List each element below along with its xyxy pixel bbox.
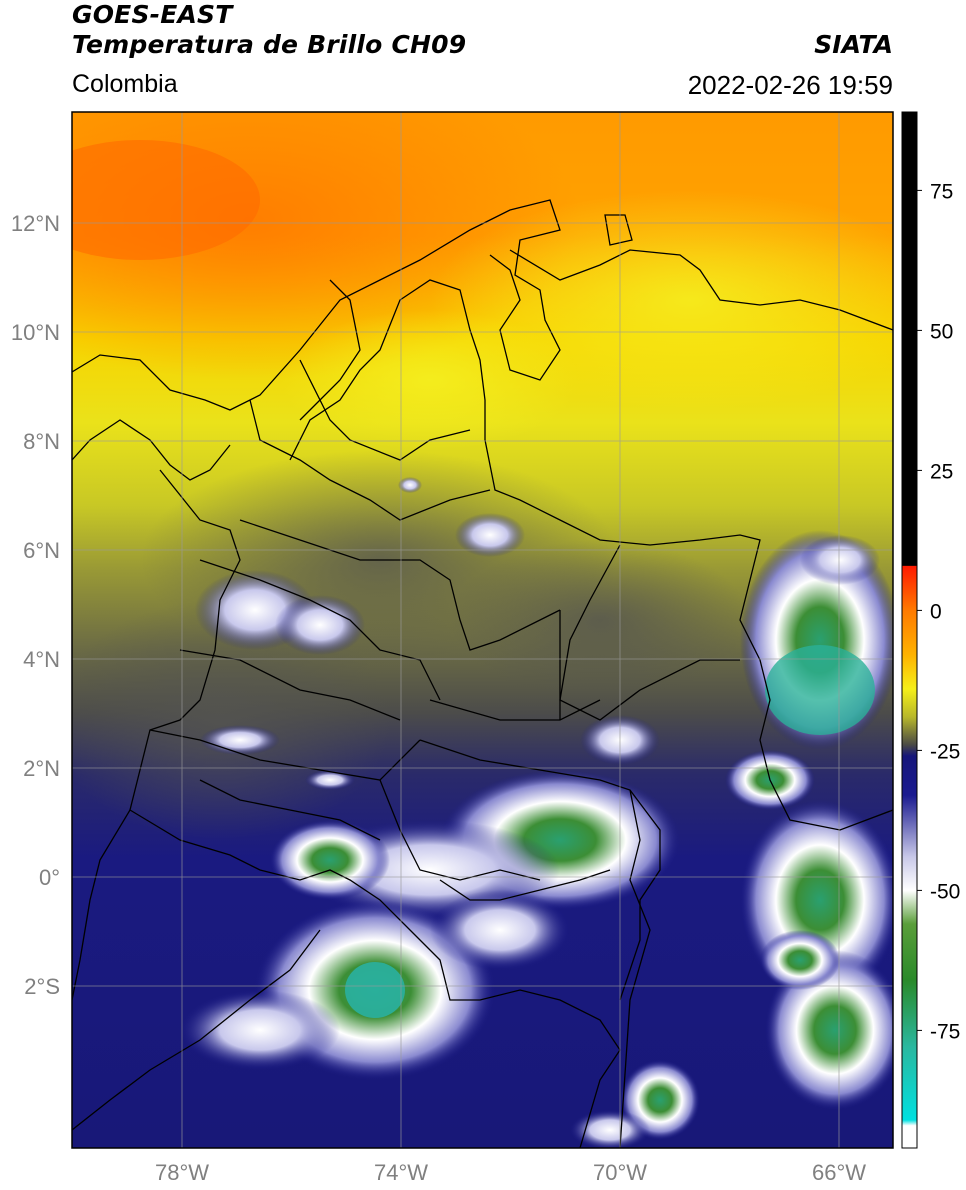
lat-label: 0° [39,865,60,890]
brand-label: SIATA [814,30,893,59]
lat-label: 4°N [23,647,60,672]
colorbar-tick-label: -25 [930,740,960,763]
region-label: Colombia [72,70,178,98]
lon-labels: 78°W 74°W 70°W 66°W [155,1160,866,1185]
colorbar-tick-label: 25 [930,460,953,483]
lat-label: 12°N [11,211,60,236]
colorbar-tick-label: 75 [930,180,953,203]
satellite-image [72,112,893,1148]
datetime-label: 2022-02-26 19:59 [687,70,893,100]
lat-label: 2°N [23,756,60,781]
colorbar-fill [902,112,917,1148]
lon-label: 70°W [593,1160,647,1185]
lat-label: 2°S [24,974,60,999]
lat-label: 8°N [23,429,60,454]
product-title: Temperatura de Brillo CH09 [72,30,467,59]
colorbar-tick-label: -50 [930,880,960,903]
colorbar-frame [901,111,918,1149]
lat-label: 10°N [11,320,60,345]
colorbar-tick-label: -75 [930,1020,960,1043]
colorbar-tick-label: 50 [930,320,953,343]
lon-label: 74°W [374,1160,428,1185]
satellite-title: GOES-EAST [72,0,233,29]
graticule [72,112,893,1148]
colorbar-tick-label: 0 [930,600,942,623]
lon-label: 78°W [155,1160,209,1185]
map-frame [71,111,894,1149]
lon-label: 66°W [812,1160,866,1185]
lat-labels: 12°N 10°N 8°N 6°N 4°N 2°N 0° 2°S [11,211,60,999]
colorbar: 75 50 25 0 -25 -50 -75 [901,111,960,1149]
lat-label: 6°N [23,538,60,563]
country-borders [72,199,893,1148]
